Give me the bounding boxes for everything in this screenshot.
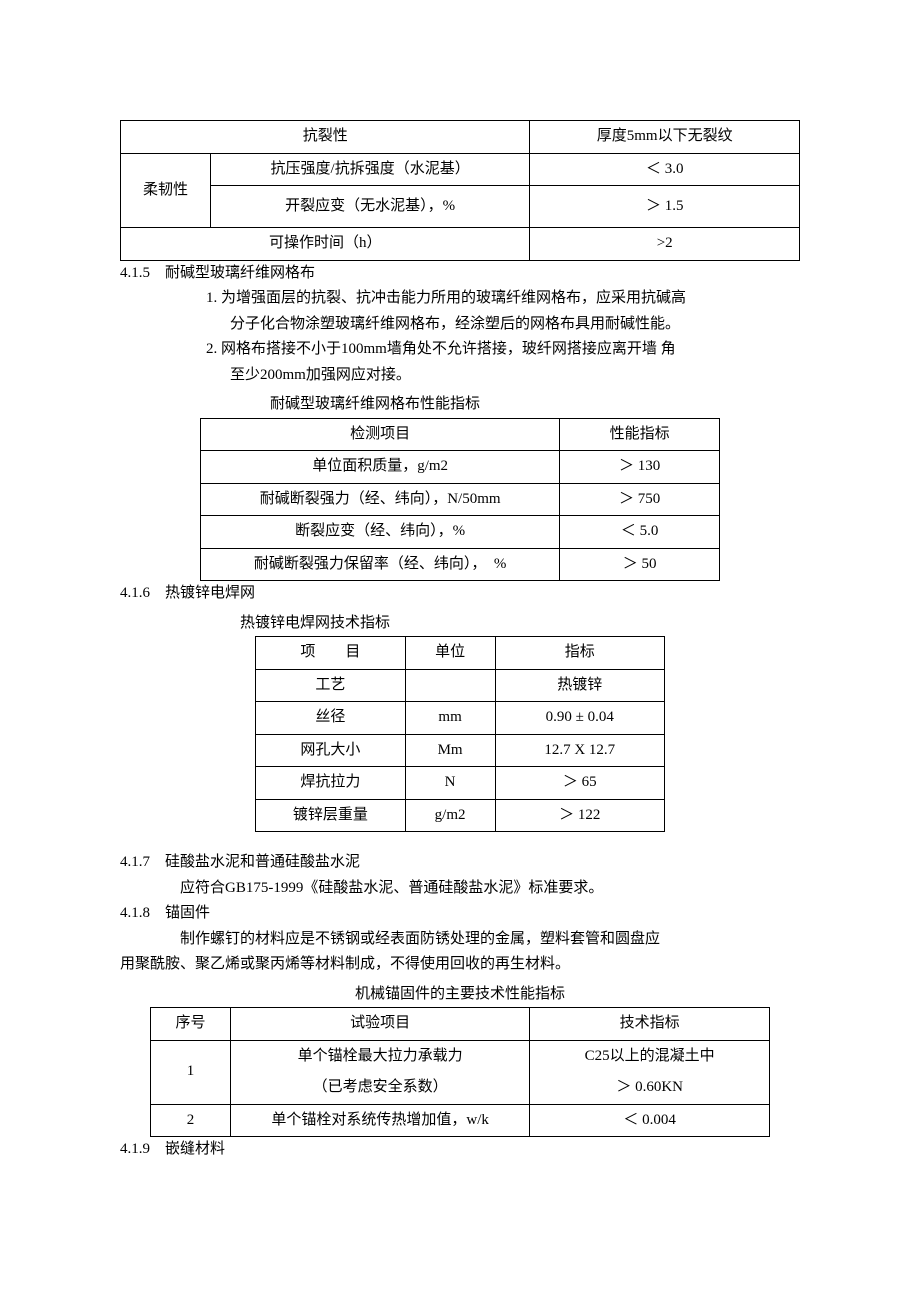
cell: 0.90 ± 0.04	[495, 702, 665, 735]
cell: 开裂应变（无水泥基），%	[210, 186, 530, 228]
cell: ＞ 122	[495, 799, 665, 832]
alkali-mesh-table: 检测项目 性能指标 单位面积质量，g/m2 ＞ 130 耐碱断裂强力（经、纬向）…	[200, 418, 720, 582]
cell: mm	[405, 702, 495, 735]
cell: 耐碱断裂强力（经、纬向），N/50mm	[201, 483, 560, 516]
cell: 柔韧性	[121, 153, 211, 228]
cell: 2	[151, 1104, 231, 1137]
crack-flex-table: 抗裂性 厚度5mm以下无裂纹 柔韧性 抗压强度/抗拆强度（水泥基） ＜ 3.0 …	[120, 120, 800, 261]
cell: Mm	[405, 734, 495, 767]
cell: ＞ 65	[495, 767, 665, 800]
table3-caption: 热镀锌电焊网技术指标	[120, 611, 800, 637]
anchor-fastener-table: 序号 试验项目 技术指标 1 单个锚栓最大拉力承载力 C25以上的混凝土中 （已…	[150, 1007, 770, 1137]
cell: ＜ 0.004	[530, 1104, 770, 1137]
cell: g/m2	[405, 799, 495, 832]
cell	[405, 669, 495, 702]
section-415-p1b: 分子化合物涂塑玻璃纤维网格布，经涂塑后的网格布具用耐碱性能。	[120, 312, 800, 338]
section-416-head: 4.1.6 热镀锌电焊网	[120, 581, 800, 607]
cell: 性能指标	[560, 418, 720, 451]
table2-caption: 耐碱型玻璃纤维网格布性能指标	[120, 392, 800, 418]
cell: 断裂应变（经、纬向），%	[201, 516, 560, 549]
cell: 序号	[151, 1008, 231, 1041]
cell: 项 目	[256, 637, 406, 670]
cell: 热镀锌	[495, 669, 665, 702]
cell: C25以上的混凝土中	[530, 1040, 770, 1072]
section-415-p2b: 至少200mm加强网应对接。	[120, 363, 800, 389]
cell: 试验项目	[230, 1008, 529, 1041]
table4-caption: 机械锚固件的主要技术性能指标	[120, 982, 800, 1008]
cell: 检测项目	[201, 418, 560, 451]
section-417-p1: 应符合GB175-1999《硅酸盐水泥、普通硅酸盐水泥》标准要求。	[120, 876, 800, 902]
cell: 可操作时间（h）	[121, 228, 530, 261]
cell: 镀锌层重量	[256, 799, 406, 832]
cell: ＜ 3.0	[530, 153, 800, 186]
cell: 技术指标	[530, 1008, 770, 1041]
cell: 网孔大小	[256, 734, 406, 767]
cell: ＞ 0.60KN	[530, 1072, 770, 1104]
cell: 指标	[495, 637, 665, 670]
cell: 单个锚栓最大拉力承载力	[230, 1040, 529, 1072]
cell: N	[405, 767, 495, 800]
cell: 工艺	[256, 669, 406, 702]
cell: 1	[151, 1040, 231, 1104]
cell: 抗压强度/抗拆强度（水泥基）	[210, 153, 530, 186]
section-418-p1: 制作螺钉的材料应是不锈钢或经表面防锈处理的金属，塑料套管和圆盘应	[120, 927, 800, 953]
cell: ＞ 1.5	[530, 186, 800, 228]
section-415-head: 4.1.5 耐碱型玻璃纤维网格布	[120, 261, 800, 287]
cell: （已考虑安全系数）	[230, 1072, 529, 1104]
cell: ＜ 5.0	[560, 516, 720, 549]
cell: 丝径	[256, 702, 406, 735]
cell: ＞ 130	[560, 451, 720, 484]
cell: 单位面积质量，g/m2	[201, 451, 560, 484]
section-415-p1a: 1. 为增强面层的抗裂、抗冲击能力所用的玻璃纤维网格布，应采用抗碱高	[120, 286, 800, 312]
cell: 12.7 X 12.7	[495, 734, 665, 767]
section-415-p2a: 2. 网格布搭接不小于100mm墙角处不允许搭接，玻纤网搭接应离开墙 角	[120, 337, 800, 363]
cell: 抗裂性	[121, 121, 530, 154]
cell: 耐碱断裂强力保留率（经、纬向）， %	[201, 548, 560, 581]
cell: 焊抗拉力	[256, 767, 406, 800]
section-418-p2: 用聚酰胺、聚乙烯或聚丙烯等材料制成，不得使用回收的再生材料。	[120, 952, 800, 978]
cell: 单位	[405, 637, 495, 670]
section-418-head: 4.1.8 锚固件	[120, 901, 800, 927]
section-419-head: 4.1.9 嵌缝材料	[120, 1137, 800, 1163]
cell: >2	[530, 228, 800, 261]
galvanized-weld-table: 项 目 单位 指标 工艺 热镀锌 丝径 mm 0.90 ± 0.04 网孔大小 …	[255, 636, 665, 832]
cell: 单个锚栓对系统传热增加值，w/k	[230, 1104, 529, 1137]
section-417-head: 4.1.7 硅酸盐水泥和普通硅酸盐水泥	[120, 850, 800, 876]
cell: ＞ 750	[560, 483, 720, 516]
cell: 厚度5mm以下无裂纹	[530, 121, 800, 154]
cell: ＞ 50	[560, 548, 720, 581]
